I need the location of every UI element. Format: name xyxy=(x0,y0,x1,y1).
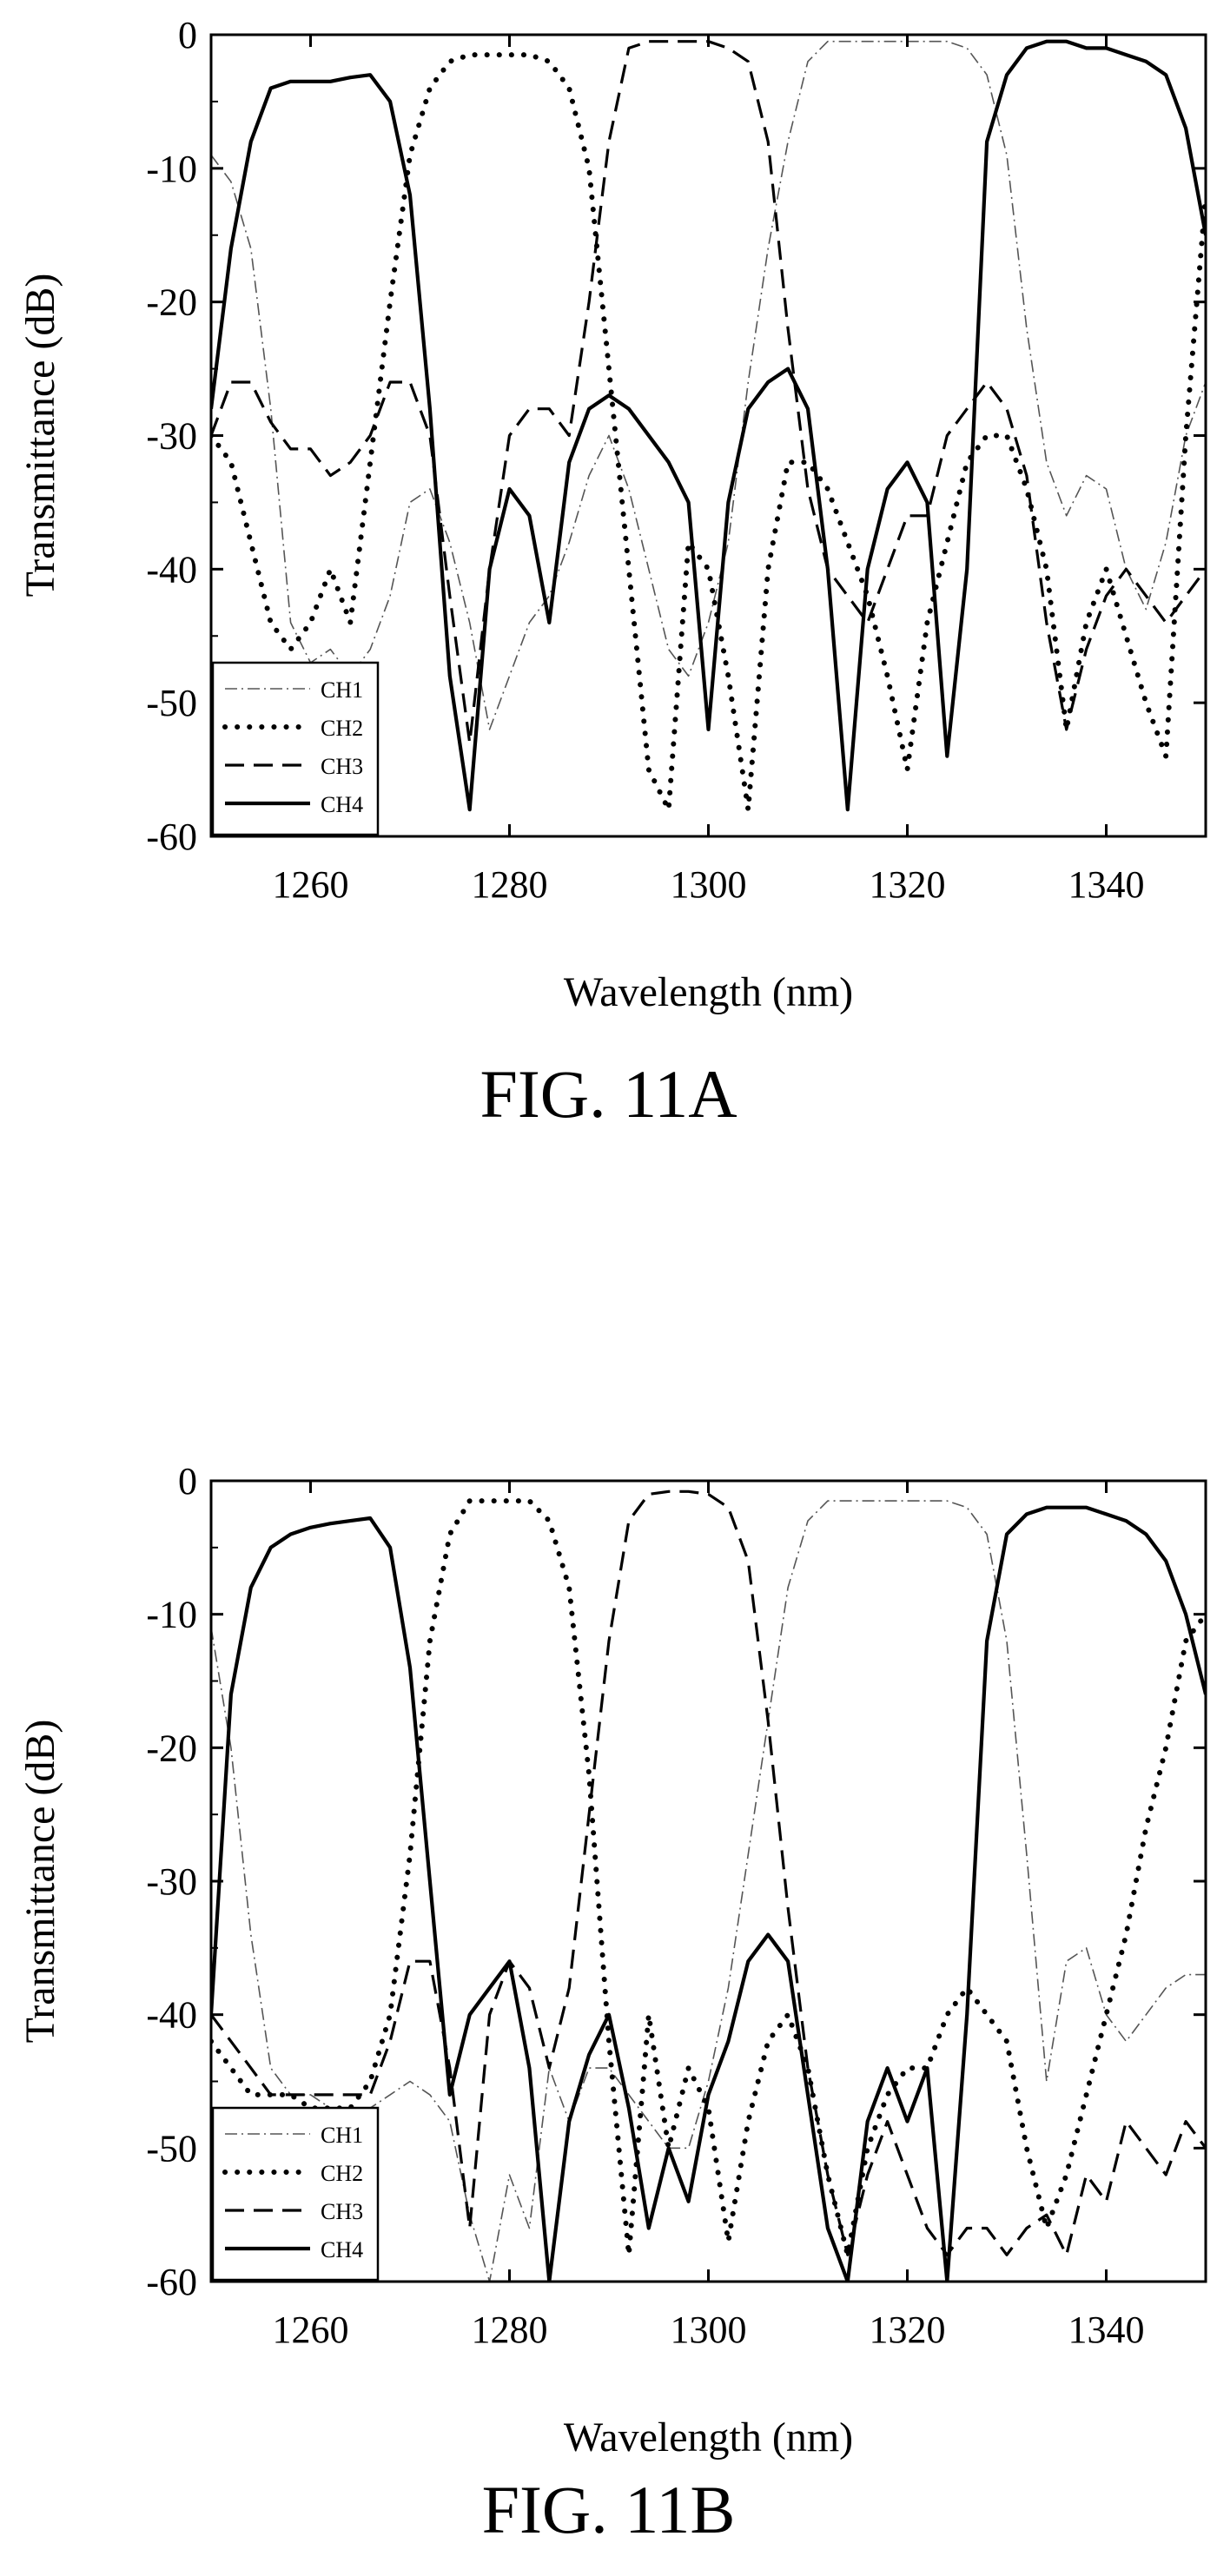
legend-label-ch4: CH4 xyxy=(321,792,363,817)
x-tick-label: 1320 xyxy=(870,863,946,906)
x-tick-label: 1280 xyxy=(472,2308,548,2351)
x-axis-label: Wavelength (nm) xyxy=(564,2414,853,2460)
y-axis-label: Transmittance (dB) xyxy=(17,1720,63,2044)
legend-label-ch1: CH1 xyxy=(321,2123,363,2148)
legend-label-ch2: CH2 xyxy=(321,716,363,741)
legend-label-ch2: CH2 xyxy=(321,2161,363,2186)
figure-caption-11a: FIG. 11A xyxy=(480,1056,737,1132)
y-tick-label: -20 xyxy=(146,1727,197,1769)
y-tick-label: -10 xyxy=(146,1594,197,1636)
chart-11b: 1260 1280 1300 1320 1340 0 -10 -20 -30 -40 -50 -60 W… xyxy=(17,1460,1207,2460)
x-tick-label: 1320 xyxy=(870,2308,946,2351)
figure-caption-11b: FIG. 11B xyxy=(481,2472,736,2547)
series-line-ch1 xyxy=(211,40,1206,730)
y-tick-label: -10 xyxy=(146,148,197,190)
y-tick-label: 0 xyxy=(178,1460,197,1503)
legend: CH1 CH2 CH3 CH4 xyxy=(211,2106,380,2282)
x-tick-label: 1300 xyxy=(671,2308,747,2351)
x-tick-label: 1260 xyxy=(273,2308,349,2351)
y-tick-label: -30 xyxy=(146,415,197,458)
y-tick-label: -50 xyxy=(146,2127,197,2170)
legend-label-ch1: CH1 xyxy=(321,677,363,703)
x-tick-label: 1300 xyxy=(671,863,747,906)
y-tick-label: 0 xyxy=(178,14,197,56)
chart-11a: 1260 1280 1300 1320 1340 0 -10 -20 -30 -40 -50 -60 W… xyxy=(17,14,1207,1015)
y-tick-label: -20 xyxy=(146,281,197,324)
legend-label-ch3: CH3 xyxy=(321,754,363,779)
y-tick-label: -50 xyxy=(146,682,197,724)
x-tick-label: 1340 xyxy=(1068,863,1145,906)
y-tick-label: -60 xyxy=(146,816,197,858)
legend-label-ch4: CH4 xyxy=(321,2237,363,2262)
x-tick-label: 1340 xyxy=(1068,2308,1145,2351)
legend: CH1 CH2 CH3 CH4 xyxy=(211,661,380,836)
series-line-ch4 xyxy=(211,1505,1206,2282)
legend-box xyxy=(211,2106,380,2282)
series-line-ch2 xyxy=(211,52,1206,813)
series-line-ch3 xyxy=(211,1489,1206,2256)
y-axis-label: Transmittance (dB) xyxy=(17,274,63,598)
x-tick-label: 1280 xyxy=(472,863,548,906)
x-axis-label: Wavelength (nm) xyxy=(564,969,853,1015)
series-line-ch4 xyxy=(211,39,1206,812)
legend-box xyxy=(211,661,380,836)
y-tick-label: -40 xyxy=(146,1994,197,2037)
y-tick-label: -40 xyxy=(146,548,197,591)
x-tick-label: 1260 xyxy=(273,863,349,906)
series-line-ch1 xyxy=(211,1500,1206,2282)
y-tick-label: -30 xyxy=(146,1860,197,1903)
y-tick-label: -60 xyxy=(146,2261,197,2303)
legend-label-ch3: CH3 xyxy=(321,2199,363,2224)
